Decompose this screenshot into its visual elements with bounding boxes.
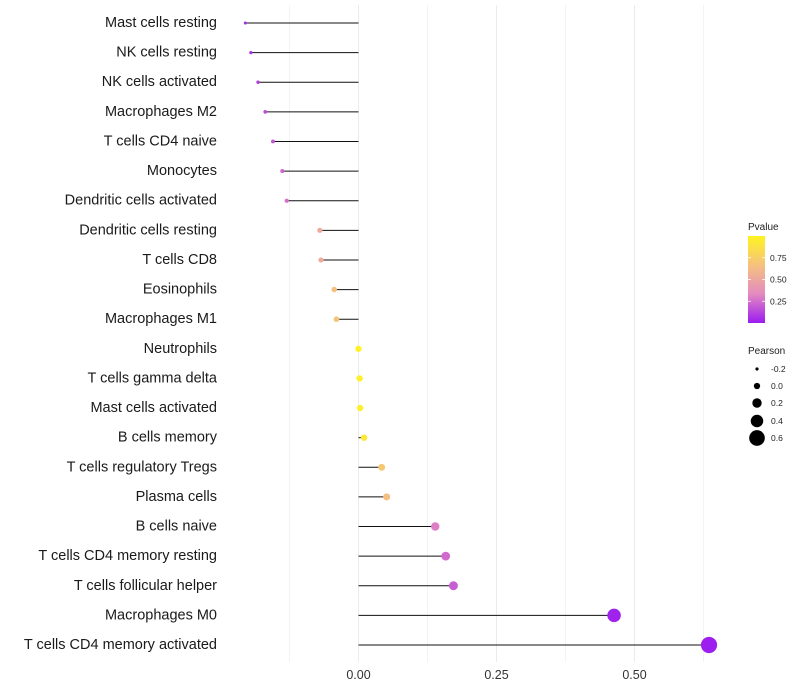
point-21 — [700, 636, 718, 654]
pearson-legend-label: 0.6 — [771, 433, 783, 443]
x-tick-label: 0.25 — [484, 668, 508, 682]
point-8 — [318, 257, 324, 263]
pearson-legend-label: -0.2 — [771, 364, 786, 374]
point-11 — [355, 345, 362, 352]
point-13 — [356, 404, 364, 412]
grid-lines — [289, 5, 704, 662]
lollipop-points — [243, 21, 718, 654]
point-16 — [383, 493, 391, 501]
category-label: T cells regulatory Tregs — [67, 459, 217, 475]
category-label: T cells CD4 memory activated — [24, 637, 217, 653]
point-20 — [607, 608, 621, 623]
pearson-legend: Pearson -0.2 0.0 0.2 0.4 0.6 — [748, 346, 786, 446]
y-axis-labels: Mast cells resting NK cells resting NK cel… — [24, 15, 218, 653]
pearson-legend-dot — [753, 382, 761, 390]
pvalue-legend-label: 0.50 — [770, 275, 787, 285]
x-tick-label: 0.00 — [346, 668, 370, 682]
point-0 — [243, 21, 247, 25]
lollipop-segments — [245, 22, 710, 646]
point-14 — [360, 434, 368, 441]
category-label: NK cells activated — [102, 74, 217, 90]
pearson-legend-title: Pearson — [748, 346, 785, 357]
pearson-legend-label: 0.2 — [771, 398, 783, 408]
point-17 — [431, 522, 440, 531]
category-label: B cells naive — [136, 519, 217, 535]
point-19 — [448, 581, 458, 591]
pearson-legend-label: 0.4 — [771, 416, 783, 426]
category-label: Macrophages M2 — [105, 104, 217, 120]
category-label: Plasma cells — [136, 489, 217, 505]
category-label: Eosinophils — [143, 282, 217, 298]
point-5 — [280, 169, 285, 174]
point-9 — [331, 286, 338, 293]
pearson-legend-dot — [749, 430, 765, 446]
point-12 — [356, 375, 363, 382]
point-10 — [333, 316, 340, 323]
category-label: T cells gamma delta — [88, 370, 218, 386]
point-15 — [378, 463, 386, 471]
pvalue-colorbar — [748, 236, 765, 323]
category-label: T cells CD4 memory resting — [38, 548, 217, 564]
category-label: Mast cells activated — [90, 400, 217, 416]
category-label: T cells CD4 naive — [104, 133, 217, 149]
category-label: Mast cells resting — [105, 15, 217, 31]
point-18 — [441, 551, 451, 561]
category-label: Monocytes — [147, 163, 217, 179]
pvalue-legend-label: 0.25 — [770, 296, 787, 306]
category-label: T cells CD8 — [142, 252, 217, 268]
category-label: Dendritic cells resting — [79, 222, 217, 238]
point-4 — [271, 139, 275, 144]
pearson-legend-dot — [752, 398, 762, 408]
point-7 — [317, 227, 323, 233]
pvalue-legend-label: 0.75 — [770, 253, 787, 263]
pearson-legend-dot — [750, 414, 764, 428]
category-label: T cells follicular helper — [74, 578, 217, 594]
pearson-legend-dot — [755, 367, 759, 371]
category-label: Dendritic cells activated — [65, 193, 217, 209]
x-tick-label: 0.50 — [622, 668, 646, 682]
point-1 — [249, 50, 253, 55]
pvalue-legend: Pvalue 0.25 0.50 0.75 — [748, 222, 787, 323]
point-3 — [263, 110, 268, 114]
x-axis-ticks: 0.00 0.25 0.50 — [346, 668, 646, 682]
pvalue-legend-title: Pvalue — [748, 222, 779, 233]
category-label: NK cells resting — [116, 45, 217, 61]
category-label: Macrophages M0 — [105, 607, 217, 623]
pearson-legend-label: 0.0 — [771, 381, 783, 391]
category-label: Macrophages M1 — [105, 311, 217, 327]
category-label: Neutrophils — [144, 341, 217, 357]
category-label: B cells memory — [118, 430, 218, 446]
point-2 — [256, 80, 260, 84]
point-6 — [284, 198, 289, 203]
